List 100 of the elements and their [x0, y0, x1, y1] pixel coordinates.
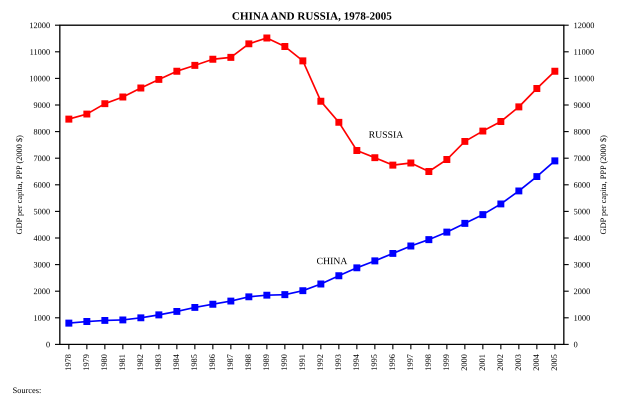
y2-tick-label: 7000	[574, 156, 590, 162]
y2-tick-label: 9000	[574, 102, 590, 108]
point	[551, 157, 558, 164]
point	[191, 62, 198, 69]
y2-tick-label: 5000	[574, 208, 590, 214]
point	[407, 160, 414, 166]
x-tick-label: 1979	[83, 354, 89, 370]
x-tick-label: 1996	[389, 354, 395, 370]
y2-tick-label: 8000	[574, 128, 590, 135]
series-label: RUSSIA	[368, 131, 404, 138]
x-tick-label: 2003	[515, 354, 521, 370]
point	[83, 110, 90, 118]
x-tick-label: 1995	[371, 354, 377, 370]
point	[371, 154, 378, 162]
x-tick-label: 1989	[263, 354, 269, 370]
y-tick-label: 11000	[30, 49, 50, 55]
point	[173, 308, 180, 315]
x-tick-label: 1997	[407, 354, 413, 370]
chart-title: CHINA AND RUSSIA, 1978-2005	[232, 12, 392, 22]
x-tick-label: 2005	[551, 354, 557, 370]
point	[461, 220, 468, 227]
y2-tick-label: 12000	[574, 22, 594, 28]
y-tick-label: 12000	[30, 22, 50, 28]
y-tick-label: 1000	[34, 315, 50, 321]
point	[155, 76, 162, 83]
y-tick-label: 0	[46, 342, 50, 348]
point	[101, 100, 108, 108]
point	[479, 211, 486, 218]
point	[281, 43, 288, 50]
y-axis-title: GDP per capita, PPP (2000 $)	[16, 135, 24, 234]
point	[389, 250, 396, 257]
x-tick-label: 1984	[173, 354, 179, 370]
point	[443, 228, 450, 236]
point	[407, 242, 414, 250]
point	[335, 272, 342, 280]
x-tick-label: 1981	[119, 354, 125, 370]
y2-tick-label: 1000	[574, 315, 590, 321]
x-tick-label: 1980	[101, 354, 107, 370]
point	[155, 311, 162, 318]
y2-tick-label: 11000	[574, 49, 594, 55]
point	[479, 128, 486, 135]
point	[515, 103, 522, 110]
point	[227, 54, 234, 61]
x-tick-label: 2001	[479, 354, 485, 370]
point	[83, 318, 90, 325]
point	[209, 56, 216, 63]
point	[281, 291, 288, 298]
y-tick-label: 5000	[34, 208, 50, 214]
point	[353, 264, 360, 272]
y-tick-label: 7000	[34, 156, 50, 162]
point	[65, 116, 72, 123]
x-tick-label: 2000	[461, 354, 467, 370]
point	[263, 34, 270, 42]
point	[335, 118, 342, 126]
x-tick-label: 1992	[317, 354, 323, 370]
x-tick-label: 1999	[443, 354, 449, 370]
point	[389, 162, 396, 169]
y-tick-label: 4000	[34, 235, 50, 241]
point	[461, 138, 468, 145]
point	[515, 187, 522, 194]
x-tick-label: 1988	[245, 354, 251, 370]
x-tick-label: 1983	[155, 354, 161, 370]
point	[371, 257, 378, 264]
point	[353, 147, 360, 154]
point	[317, 98, 324, 105]
point	[119, 94, 126, 100]
point	[443, 156, 450, 164]
x-tick-label: 1990	[281, 354, 287, 370]
y2-tick-label: 10000	[574, 76, 594, 82]
point	[299, 287, 306, 294]
point	[425, 168, 432, 175]
point	[497, 200, 504, 208]
y-tick-label: 8000	[34, 128, 50, 135]
y-tick-label: 9000	[34, 102, 50, 108]
x-tick-label: 2002	[497, 354, 503, 370]
y2-tick-label: 0	[574, 342, 578, 348]
x-tick-label: 1987	[227, 354, 233, 370]
point	[173, 68, 180, 75]
point	[299, 57, 306, 64]
x-tick-label: 1998	[425, 354, 431, 370]
x-tick-label: 2004	[533, 354, 539, 370]
point	[533, 85, 540, 92]
x-tick-label: 1978	[65, 354, 71, 370]
source-note: Sources:	[13, 388, 41, 394]
point	[137, 84, 144, 92]
point	[137, 314, 144, 322]
y-tick-label: 2000	[34, 288, 50, 294]
y-tick-label: 10000	[30, 76, 50, 82]
point	[425, 236, 432, 244]
point	[209, 300, 216, 308]
point	[551, 68, 558, 75]
y2-tick-label: 6000	[574, 182, 590, 188]
point	[65, 320, 72, 327]
point	[119, 316, 126, 324]
point	[263, 292, 270, 299]
y2-tick-label: 4000	[574, 235, 590, 241]
y2-tick-label: 2000	[574, 288, 590, 294]
point	[227, 298, 234, 305]
point	[245, 293, 252, 300]
series-label: CHINA	[316, 258, 348, 264]
